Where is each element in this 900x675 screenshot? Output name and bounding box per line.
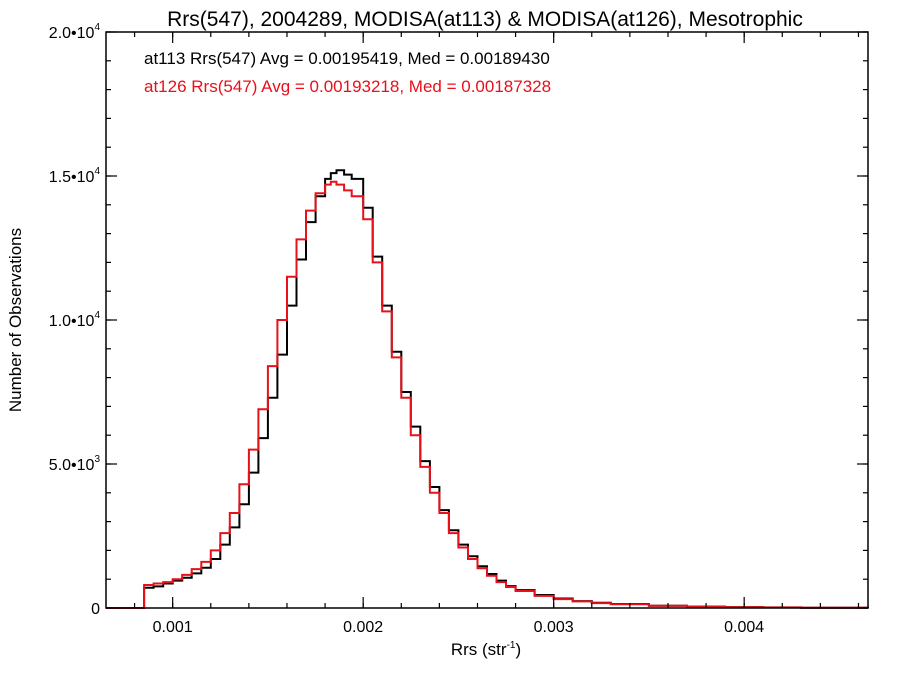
y-tick-label: 1.0•104 bbox=[49, 310, 101, 330]
y-axis-label: Number of Observations bbox=[6, 228, 25, 412]
x-axis-label-sup: -1 bbox=[507, 640, 516, 651]
ticks-layer: 0.001 0.002 0.003 0.004 0 5.0•103 1.0•104 1.5•1… bbox=[49, 22, 868, 636]
legend-entry-at126: at126 Rrs(547) Avg = 0.00193218, Med = 0… bbox=[144, 77, 551, 96]
x-tick-label: 0.004 bbox=[724, 619, 764, 636]
x-tick-label: 0.003 bbox=[534, 619, 574, 636]
y-tick-label: 1.5•104 bbox=[49, 166, 101, 186]
x-tick-label: 0.002 bbox=[343, 619, 383, 636]
plot-frame bbox=[105, 31, 869, 609]
legend: at113 Rrs(547) Avg = 0.00195419, Med = 0… bbox=[144, 49, 551, 96]
y-tick-label: 5.0•103 bbox=[49, 454, 101, 474]
x-tick-label: 0.001 bbox=[153, 619, 193, 636]
x-axis-label-tail: ) bbox=[515, 640, 521, 659]
series-layer bbox=[106, 169, 869, 609]
y-tick-label: 2.0•104 bbox=[49, 22, 101, 42]
chart-title: Rrs(547), 2004289, MODISA(at113) & MODIS… bbox=[167, 8, 803, 31]
series-line-at126 bbox=[106, 180, 869, 609]
y-tick-label: 0 bbox=[91, 601, 100, 618]
x-axis-label-base: Rrs (str bbox=[451, 640, 507, 659]
x-axis-label: Rrs (str-1) bbox=[451, 640, 521, 659]
legend-entry-at113: at113 Rrs(547) Avg = 0.00195419, Med = 0… bbox=[144, 49, 550, 68]
